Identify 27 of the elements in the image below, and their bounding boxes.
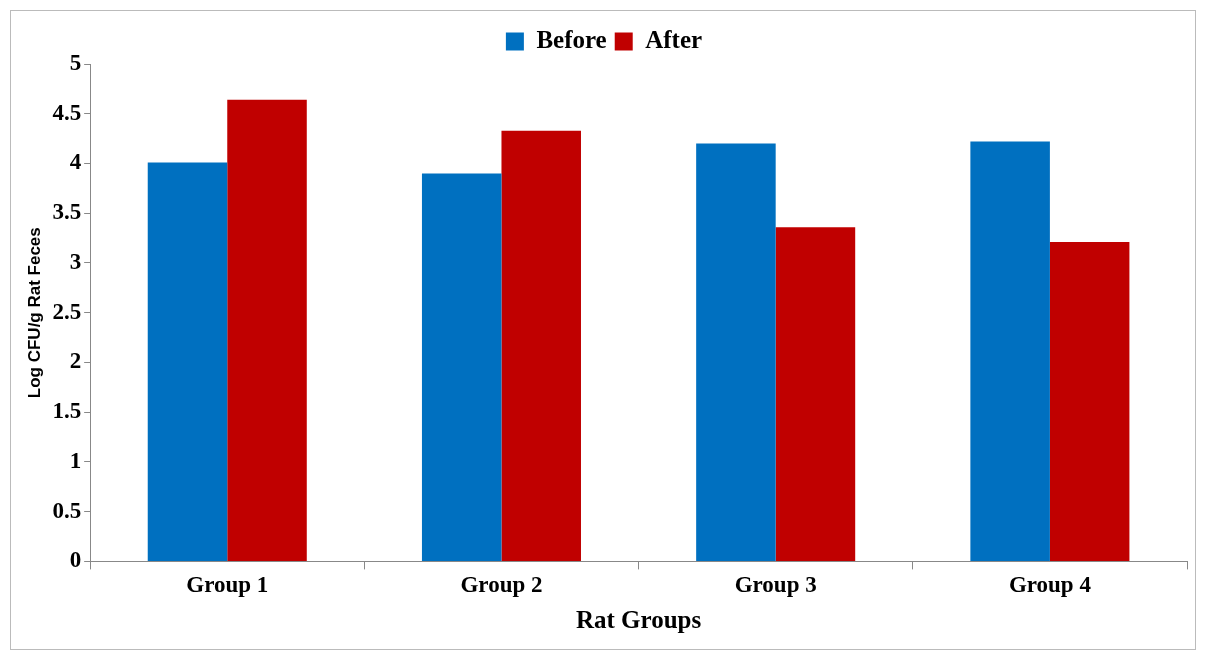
- bar: [501, 130, 581, 561]
- x-tick-label: Group 4: [1008, 572, 1092, 598]
- x-tick-label: Group 3: [734, 572, 817, 598]
- y-tick-label: 4.5: [52, 99, 82, 125]
- y-tick-label: 3: [69, 248, 82, 274]
- y-tick-label: 2.5: [52, 298, 82, 324]
- bar: [970, 141, 1050, 561]
- bar: [696, 143, 776, 561]
- bar: [775, 227, 856, 561]
- bar: [147, 162, 228, 561]
- y-tick-label: 5: [69, 49, 82, 75]
- bar: [421, 173, 502, 561]
- x-axis-title: Rat Groups: [575, 606, 702, 634]
- y-tick-label: 1.5: [52, 398, 82, 424]
- y-tick-label: 2: [69, 348, 82, 374]
- bar: [227, 99, 307, 561]
- legend-label: After: [645, 25, 703, 53]
- legend-label: Before: [536, 25, 607, 53]
- y-axis-title: Log CFU/g Rat Feces: [24, 227, 44, 399]
- bar: [1049, 242, 1130, 561]
- x-tick-label: Group 1: [186, 572, 269, 598]
- y-tick-label: 3.5: [52, 199, 82, 225]
- y-tick-label: 0.5: [52, 497, 82, 523]
- y-tick-label: 1: [69, 447, 82, 473]
- x-tick-label: Group 2: [460, 572, 543, 598]
- y-tick-label: 0: [69, 547, 82, 573]
- y-tick-label: 4: [69, 149, 82, 175]
